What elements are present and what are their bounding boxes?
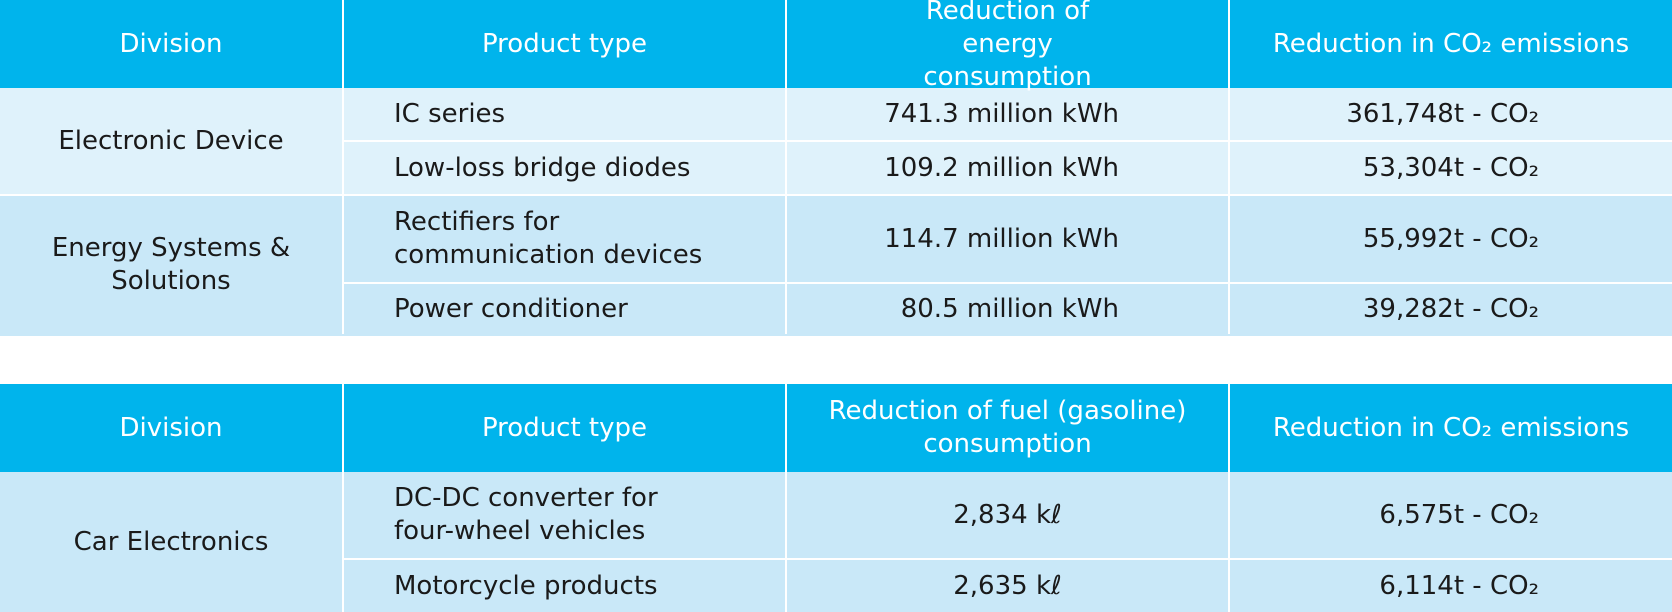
table-row: Rectifiers for communication devices 114… [344, 196, 1672, 282]
table-row: IC series 741.3 million kWh 361,748t - C… [344, 88, 1672, 140]
table-header: Division Product type Reduction of fuel … [0, 384, 1672, 472]
header-co2: Reduction in CO₂ emissions [1272, 28, 1630, 59]
product-cell: IC series [344, 88, 787, 140]
reduction-cell: 741.3 million kWh [787, 88, 1230, 140]
product-cell: Power conditioner [344, 284, 787, 334]
header-co2: Reduction in CO₂ emissions [1272, 412, 1630, 443]
division-cell: Car Electronics [0, 472, 344, 612]
header-product-type: Product type [344, 384, 787, 472]
energy-reduction-table: Division Product type Reduction of energ… [0, 0, 1672, 336]
header-reduction: Reduction of energy consumption [787, 0, 1230, 92]
table-row: Power conditioner 80.5 million kWh 39,28… [344, 282, 1672, 334]
co2-cell: 6,114t - CO₂ [1379, 570, 1539, 601]
reduction-cell: 2,635 kℓ [787, 560, 1230, 612]
header-division: Division [0, 384, 344, 472]
reduction-cell: 2,834 kℓ [787, 472, 1230, 558]
table-header: Division Product type Reduction of energ… [0, 0, 1672, 92]
reduction-cell: 80.5 million kWh [787, 284, 1230, 334]
product-cell: Motorcycle products [344, 560, 787, 612]
division-cell: Energy Systems & Solutions [0, 196, 344, 334]
division-cell: Electronic Device [0, 88, 344, 194]
product-cell: DC-DC converter for four-wheel vehicles [344, 472, 787, 558]
division-group: Energy Systems & Solutions Rectifiers fo… [0, 194, 1672, 336]
co2-cell: 53,304t - CO₂ [1362, 152, 1539, 183]
table-row: Low-loss bridge diodes 109.2 million kWh… [344, 140, 1672, 194]
reduction-cell: 109.2 million kWh [787, 142, 1230, 194]
product-cell: Rectifiers for communication devices [344, 196, 787, 282]
product-cell: Low-loss bridge diodes [344, 142, 787, 194]
table-row: DC-DC converter for four-wheel vehicles … [344, 472, 1672, 558]
reduction-cell: 114.7 million kWh [787, 196, 1230, 282]
co2-cell: 361,748t - CO₂ [1346, 98, 1539, 129]
co2-cell: 6,575t - CO₂ [1379, 499, 1539, 530]
co2-cell: 39,282t - CO₂ [1362, 293, 1539, 324]
table-row: Motorcycle products 2,635 kℓ 6,114t - CO… [344, 558, 1672, 612]
header-division: Division [0, 0, 344, 88]
fuel-reduction-table: Division Product type Reduction of fuel … [0, 384, 1672, 612]
division-group: Electronic Device IC series 741.3 millio… [0, 88, 1672, 194]
division-group: Car Electronics DC-DC converter for four… [0, 472, 1672, 612]
header-reduction: Reduction of fuel (gasoline) consumption [787, 384, 1230, 472]
co2-cell: 55,992t - CO₂ [1362, 223, 1539, 254]
header-product-type: Product type [344, 0, 787, 88]
